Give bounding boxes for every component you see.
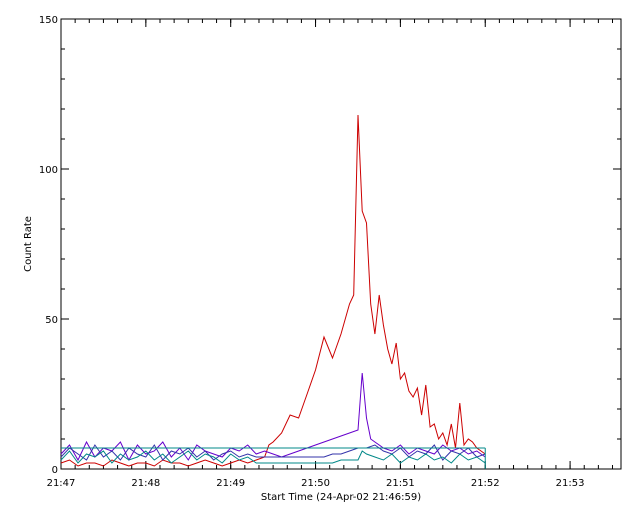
axis-tick-labels: 21:47 21:48 21:49 21:50 21:51 21:52 21:53 0 50 10… bbox=[39, 15, 585, 489]
series-line-4 bbox=[60, 450, 486, 464]
plot-frame bbox=[60, 18, 622, 470]
series-line-1 bbox=[60, 114, 486, 467]
x-tick-label: 21:48 bbox=[131, 478, 160, 489]
series-line-3 bbox=[60, 444, 486, 461]
x-tick-label: 21:49 bbox=[216, 478, 245, 489]
x-axis-title: Start Time (24-Apr-02 21:46:59) bbox=[261, 492, 421, 503]
x-tick-label: 21:47 bbox=[47, 478, 76, 489]
y-tick-label: 100 bbox=[39, 165, 58, 176]
y-axis-title: Count Rate bbox=[23, 216, 34, 272]
axis-ticks bbox=[60, 18, 621, 470]
x-tick-label: 21:53 bbox=[556, 478, 585, 489]
y-tick-label: 50 bbox=[45, 315, 58, 326]
x-tick-label: 21:52 bbox=[471, 478, 500, 489]
x-tick-label: 21:51 bbox=[386, 478, 415, 489]
series-line-2 bbox=[60, 372, 486, 462]
y-tick-label: 0 bbox=[52, 465, 58, 476]
y-tick-label: 150 bbox=[39, 15, 58, 26]
series-layer bbox=[60, 114, 486, 469]
x-tick-label: 21:50 bbox=[301, 478, 330, 489]
